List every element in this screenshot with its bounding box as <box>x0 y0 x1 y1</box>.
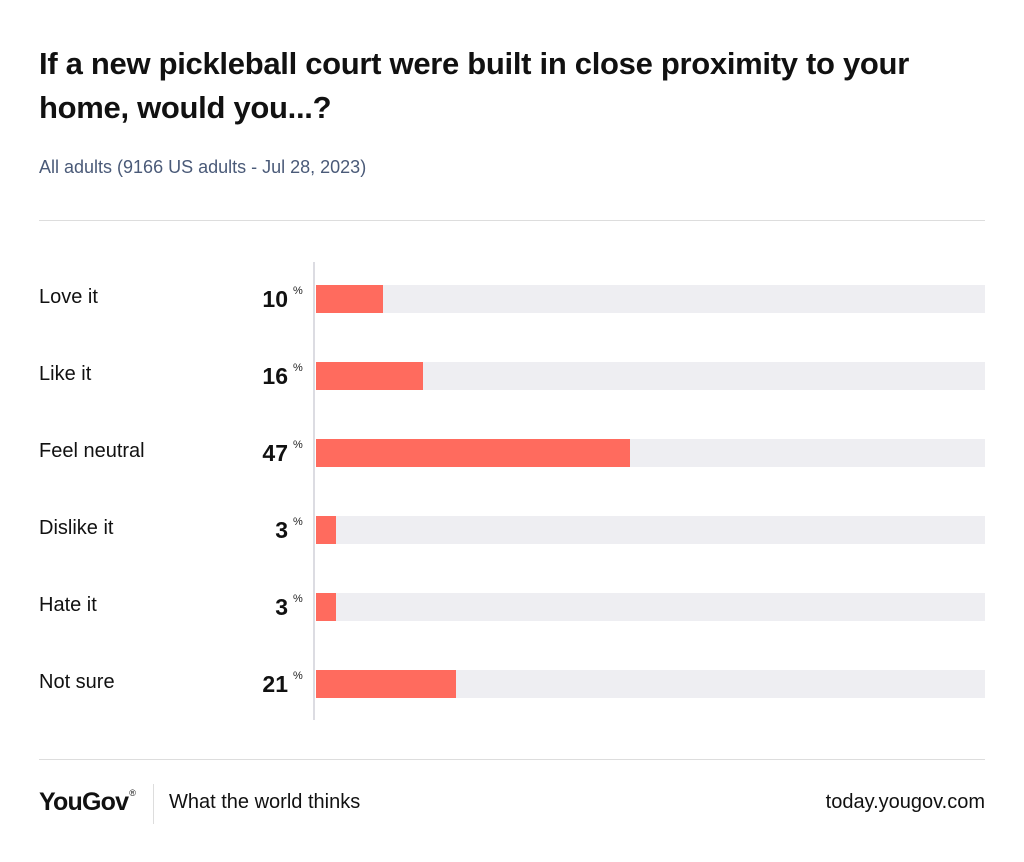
bottom-divider <box>39 759 985 760</box>
bar-row: Feel neutral 47% <box>0 438 1024 468</box>
category-label: Love it <box>39 286 98 308</box>
bar <box>316 285 383 313</box>
percent-sign: % <box>293 670 303 682</box>
percent-sign: % <box>293 516 303 528</box>
category-label: Like it <box>39 363 92 385</box>
bar <box>316 362 424 390</box>
bar <box>316 593 337 621</box>
footer-url[interactable]: today.yougov.com <box>825 791 985 813</box>
bar-track <box>316 593 985 621</box>
bar <box>316 670 457 698</box>
category-label: Feel neutral <box>39 440 145 462</box>
chart-subtitle: All adults (9166 US adults - Jul 28, 202… <box>39 157 367 177</box>
category-label: Not sure <box>39 671 115 693</box>
category-label: Hate it <box>39 594 97 616</box>
footer-divider <box>153 784 154 824</box>
percent-sign: % <box>293 593 303 605</box>
value-label: 3 <box>275 517 288 543</box>
bar-row: Not sure 21% <box>0 669 1024 699</box>
category-label: Dislike it <box>39 517 114 539</box>
value-label: 3 <box>275 594 288 620</box>
value-label: 21 <box>262 671 288 697</box>
chart-title: If a new pickleball court were built in … <box>39 46 909 125</box>
chart-axis-line <box>313 262 315 720</box>
bar-track <box>316 285 985 313</box>
logo-text: YouGov <box>39 788 129 816</box>
bar-row: Hate it 3% <box>0 592 1024 622</box>
top-divider <box>39 220 985 221</box>
bar-track <box>316 516 985 544</box>
bar <box>316 516 337 544</box>
bar-row: Like it 16% <box>0 361 1024 391</box>
logo-registered-mark: ® <box>129 788 136 798</box>
value-label: 10 <box>262 286 288 312</box>
yougov-logo: YouGov® <box>39 788 136 817</box>
percent-sign: % <box>293 439 303 451</box>
bar <box>316 439 631 467</box>
bar-row: Love it 10% <box>0 284 1024 314</box>
bar-track <box>316 362 985 390</box>
value-label: 16 <box>262 363 288 389</box>
value-label: 47 <box>262 440 288 466</box>
percent-sign: % <box>293 362 303 374</box>
bar-row: Dislike it 3% <box>0 515 1024 545</box>
percent-sign: % <box>293 285 303 297</box>
footer-tagline: What the world thinks <box>169 791 361 813</box>
